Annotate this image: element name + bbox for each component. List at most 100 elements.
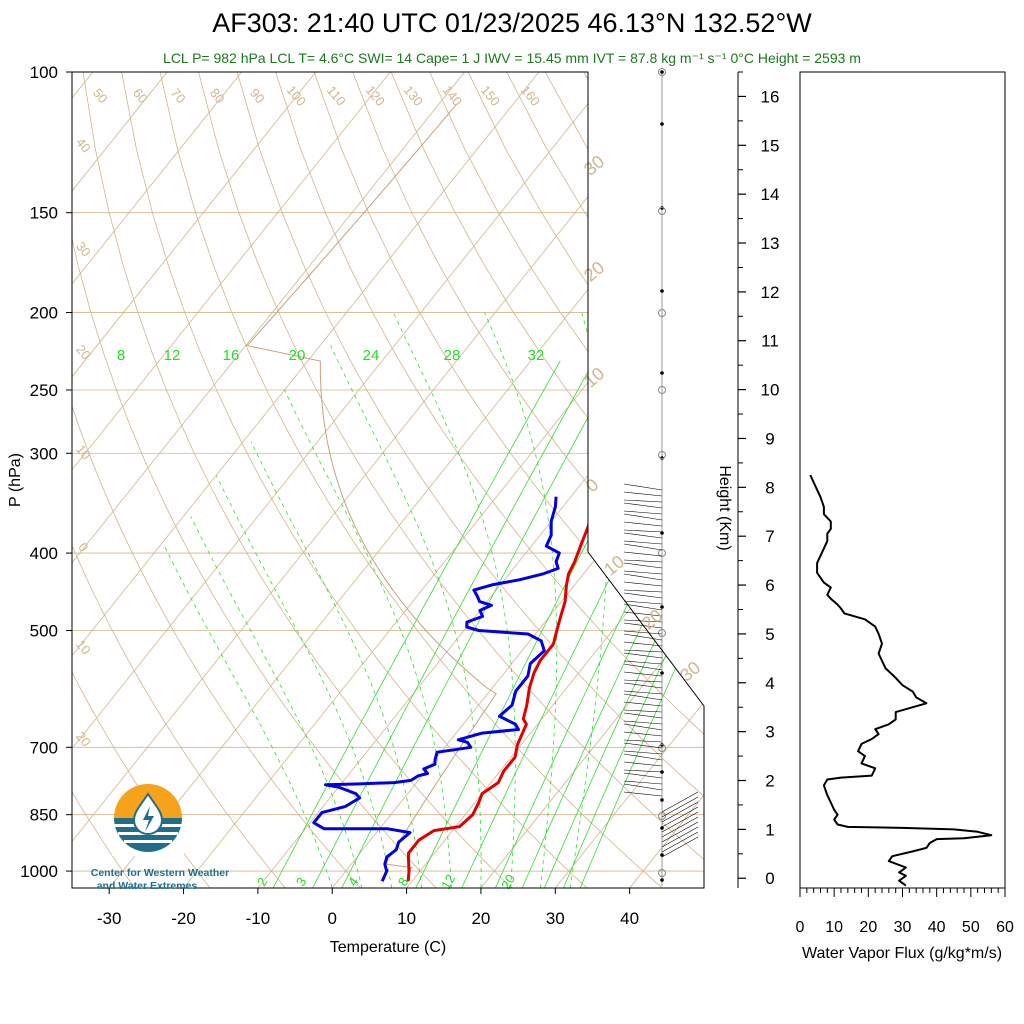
- skewt-plot-area: [72, 72, 704, 888]
- wind-barb: [623, 780, 663, 785]
- logo-text-line2: and Water Extremes: [97, 880, 198, 892]
- y-tick-label: 200: [30, 304, 58, 323]
- flux-x-axis-title: Water Vapor Flux (g/kg*m/s): [802, 945, 1002, 962]
- isotherm-left-label: 20: [73, 342, 94, 363]
- wind-barb: [661, 816, 699, 838]
- dry-adiabat-line: [72, 72, 135, 888]
- height-tick-label: 10: [761, 381, 780, 400]
- mixing-ratio-bottom-label: 3: [293, 875, 310, 889]
- wind-barb: [661, 821, 699, 843]
- y-tick-label: 250: [30, 381, 58, 400]
- y-tick-label: 400: [30, 544, 58, 563]
- mixing-ratio-line: [563, 360, 704, 888]
- wind-barb: [623, 750, 663, 755]
- y-tick-label: 1000: [20, 862, 58, 881]
- wind-barb: [623, 633, 663, 641]
- isotherm-left-label: 10: [73, 442, 94, 463]
- isotherm-line: [72, 72, 317, 888]
- wind-barb: [623, 731, 663, 737]
- moist-adiabat-line: [190, 516, 363, 888]
- x-tick-label: -30: [97, 909, 122, 928]
- wind-barb: [661, 806, 699, 828]
- height-tick-label: 11: [761, 332, 779, 351]
- height-tick-label: 5: [765, 625, 774, 644]
- mixing-ratio-label: 16: [223, 347, 240, 364]
- calm-wind-circle: [658, 744, 666, 752]
- isotherm-line: [406, 72, 704, 888]
- dewpoint-series-line: [312, 496, 561, 882]
- wind-barb: [623, 603, 663, 611]
- moist-adiabat-line: [330, 345, 482, 888]
- isotherm-line: [72, 72, 168, 888]
- calm-wind-circle: [658, 309, 666, 317]
- y-tick-label: 700: [30, 738, 58, 757]
- isotherm-line: [629, 72, 704, 888]
- wind-barb: [623, 600, 663, 605]
- dry-adiabat-line: [698, 72, 704, 888]
- isotherm-line: [72, 72, 688, 888]
- dry-adiabat-line: [275, 72, 704, 888]
- isotherm-top-label: 90: [247, 85, 268, 106]
- flux-x-tick-label: 60: [996, 919, 1014, 936]
- flux-frame: [799, 71, 1006, 889]
- wind-barb: [661, 811, 699, 833]
- mixing-ratio-label: 20: [289, 347, 306, 364]
- cw3e-logo: Center for Western Weather and Water Ext…: [91, 784, 229, 892]
- wind-barb: [623, 783, 663, 791]
- wind-barb: [661, 836, 699, 858]
- height-tick-label: 8: [765, 478, 774, 497]
- wind-barb: [623, 611, 663, 617]
- isotherm-top-label: 110: [324, 83, 349, 109]
- isotherm-line: [183, 72, 704, 888]
- mixing-ratio-line: [461, 360, 704, 888]
- wind-level-dot: [660, 853, 664, 857]
- height-tick-label: 16: [761, 87, 780, 106]
- mixing-ratio-line: [272, 360, 561, 888]
- flux-x-tick-label: 50: [962, 919, 980, 936]
- mixing-ratio-line: [579, 360, 704, 888]
- wind-barb: [623, 543, 663, 551]
- height-tick-label: 3: [765, 723, 774, 742]
- chart-title: AF303: 21:40 UTC 01/23/2025 46.13°N 132.…: [212, 8, 812, 38]
- wind-barb: [623, 679, 663, 683]
- moist-adiabat-line: [569, 312, 609, 888]
- wind-barb: [623, 772, 663, 779]
- wind-barb: [623, 532, 663, 539]
- isotherm-line: [72, 72, 465, 888]
- wind-barb: [623, 630, 663, 635]
- dry-adiabat-line: [72, 72, 286, 888]
- moist-adiabat-line: [284, 389, 452, 888]
- mixing-ratio-line: [544, 360, 704, 888]
- wind-barb: [661, 826, 699, 848]
- mixing-ratio-line: [341, 360, 620, 888]
- mixing-ratio-line: [415, 360, 682, 888]
- wind-level-dot: [660, 289, 664, 293]
- isotherm-top-label: 80: [207, 85, 228, 106]
- mixing-ratio-label: 12: [164, 347, 181, 364]
- isotherm-top-label: 120: [363, 83, 388, 109]
- height-tick-label: 1: [765, 820, 774, 839]
- dry-adiabat-line: [159, 72, 663, 888]
- isotherm-right-label: 20: [580, 257, 608, 285]
- wind-barb: [661, 796, 699, 818]
- wind-level-dot: [660, 798, 664, 802]
- wind-barb: [623, 521, 663, 527]
- wind-barb: [623, 682, 663, 689]
- x-tick-label: 0: [328, 909, 337, 928]
- wind-barb: [623, 592, 663, 599]
- isotherm-line: [72, 72, 540, 888]
- height-tick-label: 14: [761, 185, 780, 204]
- height-tick-label: 4: [765, 674, 774, 693]
- isotherm-right-label: 30: [580, 151, 608, 179]
- wind-barb: [623, 671, 663, 677]
- isotherm-line: [72, 72, 391, 888]
- wind-barb: [623, 529, 663, 533]
- wind-barb: [623, 709, 663, 713]
- calm-wind-circle: [658, 68, 666, 76]
- flux-x-tick-label: 30: [894, 919, 912, 936]
- x-tick-label: -10: [246, 909, 271, 928]
- dry-adiabat-line: [621, 72, 704, 888]
- isotherm-line: [72, 72, 242, 888]
